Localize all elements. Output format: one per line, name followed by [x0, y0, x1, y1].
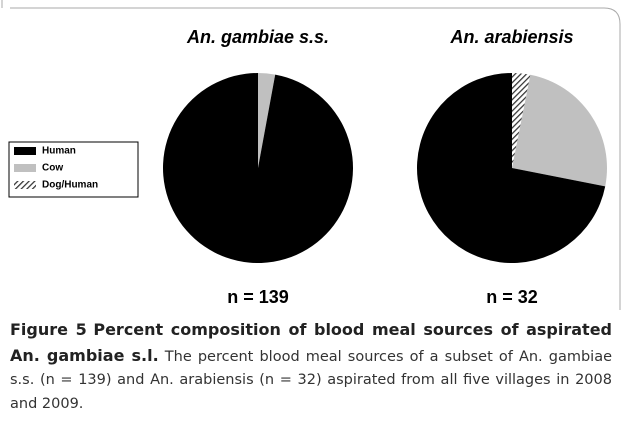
legend-swatch	[14, 181, 36, 189]
legend-swatch	[14, 147, 36, 155]
legend-swatch	[14, 164, 36, 172]
pie-title: An. gambiae s.s.	[186, 27, 329, 47]
caption: Figure 5 Percent composition of blood me…	[10, 318, 612, 416]
caption-label: Figure 5	[10, 320, 87, 339]
pie-annotation: n = 139	[227, 287, 289, 307]
caption-title: Percent composition of blood meal source…	[10, 320, 613, 365]
pie-slice	[258, 73, 276, 168]
pie-slice	[163, 73, 353, 263]
pie-slice	[417, 73, 606, 263]
pie-title: An. arabiensis	[449, 27, 573, 47]
pie-slice	[512, 74, 608, 187]
legend-label: Dog/Human	[42, 180, 98, 191]
pie-annotation: n = 32	[486, 287, 538, 307]
chart-area: An. gambiae s.s. n = 139 An. arabiensis n =…	[1, 0, 621, 310]
legend-label: Human	[42, 146, 76, 157]
frame	[1, 0, 621, 310]
caption-text: The percent blood meal sources of a subs…	[10, 348, 613, 412]
legend-label: Cow	[42, 163, 63, 174]
pie-slice	[512, 73, 531, 168]
